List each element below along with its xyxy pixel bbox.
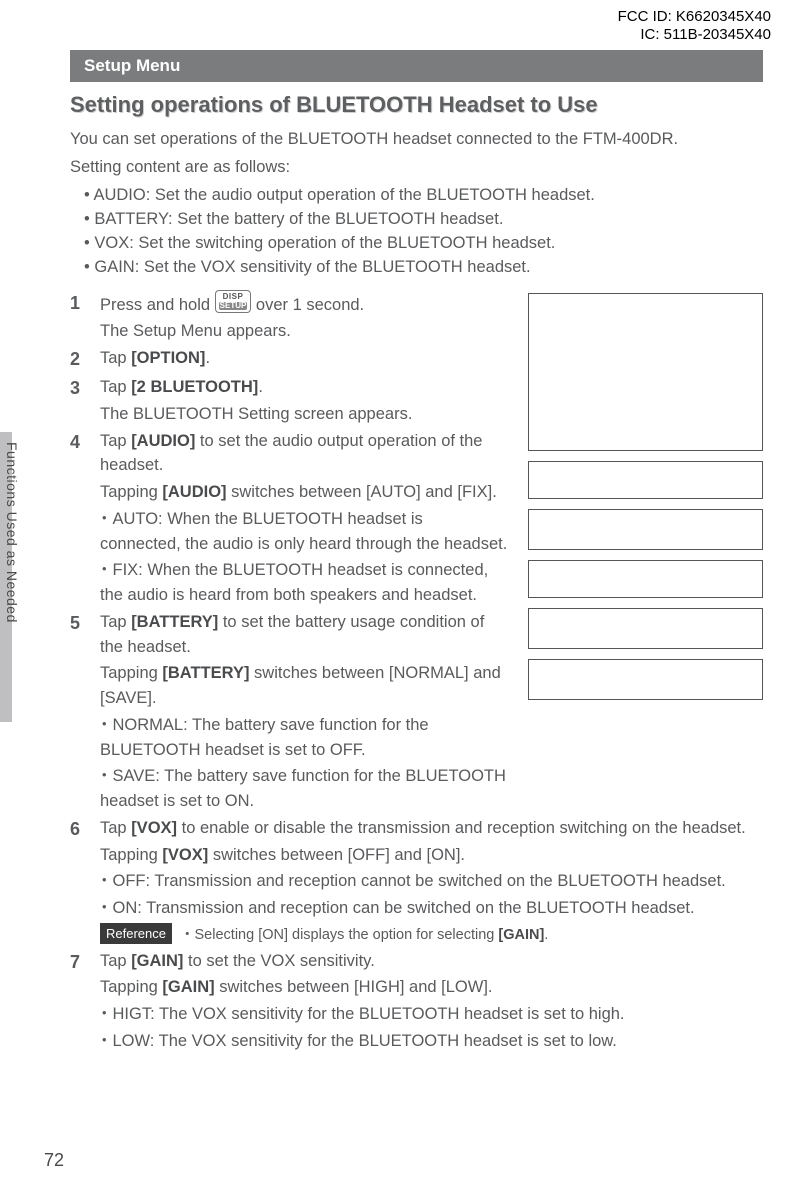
step-text: The BLUETOOTH Setting screen appears. <box>100 402 508 427</box>
step-bullet: LOW: The VOX sensitivity for the BLUETOO… <box>100 1029 763 1054</box>
fcc-line1: FCC ID: K6620345X40 <box>618 8 771 26</box>
step-number: 1 <box>70 290 100 345</box>
intro-item: AUDIO: Set the audio output operation of… <box>84 184 763 208</box>
section-title: Setting operations of BLUETOOTH Headset … <box>70 92 763 118</box>
page-number: 72 <box>44 1150 64 1171</box>
intro-item: VOX: Set the switching operation of the … <box>84 232 763 256</box>
screen-placeholder <box>528 509 763 550</box>
reference-line: Reference ・Selecting [ON] displays the o… <box>100 923 763 947</box>
intro-item: BATTERY: Set the battery of the BLUETOOT… <box>84 208 763 232</box>
intro-line2: Setting content are as follows: <box>70 156 763 180</box>
step-text: Tapping [BATTERY] switches between [NORM… <box>100 661 508 711</box>
step-number: 2 <box>70 346 100 373</box>
screen-placeholder <box>528 293 763 451</box>
step-bullet: OFF: Transmission and reception cannot b… <box>100 869 763 894</box>
screen-placeholder <box>528 659 763 700</box>
fcc-line2: IC: 511B-20345X40 <box>618 26 771 44</box>
step-text: Tap [GAIN] to set the VOX sensitivity. <box>100 949 763 974</box>
step-bullet: SAVE: The battery save function for the … <box>100 764 508 814</box>
screen-placeholders <box>528 293 763 710</box>
step-bullet: HIGT: The VOX sensitivity for the BLUETO… <box>100 1002 763 1027</box>
setup-menu-bar: Setup Menu <box>70 50 763 82</box>
intro-line1: You can set operations of the BLUETOOTH … <box>70 128 763 152</box>
step-text: Tap [VOX] to enable or disable the trans… <box>100 816 763 841</box>
intro-item: GAIN: Set the VOX sensitivity of the BLU… <box>84 256 763 280</box>
step-6: 6 Tap [VOX] to enable or disable the tra… <box>70 816 763 947</box>
screen-placeholder <box>528 608 763 649</box>
step-text: Press and hold DISPSETUP over 1 second. <box>100 290 508 318</box>
fcc-header: FCC ID: K6620345X40 IC: 511B-20345X40 <box>618 8 771 44</box>
step-bullet: NORMAL: The battery save function for th… <box>100 713 508 763</box>
side-tab-text: Functions Used as Needed <box>4 442 20 623</box>
step-bullet: FIX: When the BLUETOOTH headset is conne… <box>100 558 508 608</box>
screen-placeholder <box>528 461 763 499</box>
step-text: Tapping [VOX] switches between [OFF] and… <box>100 843 763 868</box>
step-bullet: AUTO: When the BLUETOOTH headset is conn… <box>100 507 508 557</box>
step-text: Tap [AUDIO] to set the audio output oper… <box>100 429 508 479</box>
step-text: Tapping [AUDIO] switches between [AUTO] … <box>100 480 508 505</box>
intro-list: AUDIO: Set the audio output operation of… <box>70 184 763 280</box>
step-7: 7 Tap [GAIN] to set the VOX sensitivity.… <box>70 949 763 1054</box>
step-number: 3 <box>70 375 100 427</box>
step-text: Tap [BATTERY] to set the battery usage c… <box>100 610 508 660</box>
side-tab: Functions Used as Needed <box>0 432 22 722</box>
disp-setup-icon: DISPSETUP <box>215 290 252 313</box>
screen-placeholder <box>528 560 763 598</box>
step-text: Tap [2 BLUETOOTH]. <box>100 375 508 400</box>
step-text: Tapping [GAIN] switches between [HIGH] a… <box>100 975 763 1000</box>
step-bullet: ON: Transmission and reception can be sw… <box>100 896 763 921</box>
step-text: The Setup Menu appears. <box>100 319 508 344</box>
reference-tag: Reference <box>100 923 172 945</box>
